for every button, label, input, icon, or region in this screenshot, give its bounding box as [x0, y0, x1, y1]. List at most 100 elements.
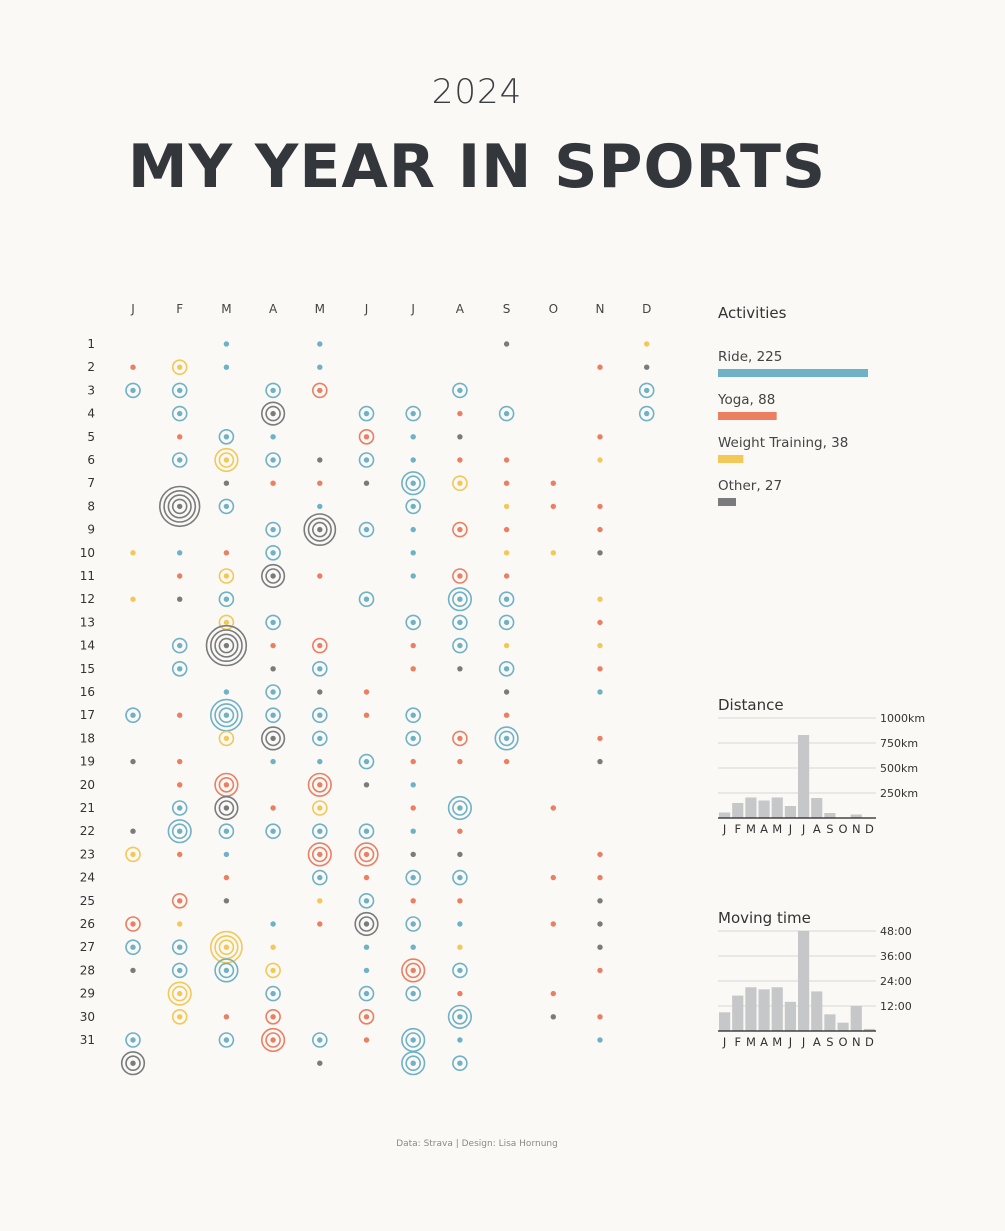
activity-ring	[214, 958, 239, 983]
activity-dot	[503, 596, 510, 602]
activity-dot	[317, 898, 323, 904]
moving-time-tick-label: 48:00	[880, 925, 912, 938]
distance-month-label: S	[826, 822, 833, 836]
activity-ring	[358, 846, 375, 863]
activity-dot	[363, 1014, 370, 1020]
distance-tick-label: 1000km	[880, 712, 925, 725]
activity-dot	[597, 596, 603, 602]
day-label: 21	[80, 801, 95, 815]
activity-dot	[410, 666, 416, 672]
activity-ring	[311, 823, 328, 840]
activity-dot	[130, 921, 136, 927]
activity-bar	[718, 369, 868, 377]
activity-dot	[130, 967, 136, 974]
activity-ring	[218, 800, 235, 816]
activity-dot	[223, 874, 230, 881]
activity-dot	[317, 712, 323, 718]
activity-dot	[550, 480, 556, 486]
activity-dot	[270, 990, 276, 997]
distance-month-label: M	[746, 822, 756, 836]
distance-month-label: O	[839, 822, 848, 836]
activity-dot	[363, 874, 370, 881]
activity-ring	[265, 707, 281, 724]
activity-dot	[410, 550, 416, 556]
activity-dot	[223, 967, 230, 974]
day-label: 9	[87, 523, 95, 537]
activity-ring	[171, 452, 188, 468]
activity-ring	[358, 823, 375, 840]
activity-ring	[311, 776, 328, 793]
distance-bar	[811, 798, 823, 818]
activity-dot	[130, 758, 136, 765]
moving-time-bar	[837, 1022, 849, 1031]
activity-dot	[597, 434, 603, 440]
activity-dot	[457, 526, 463, 533]
distance-bar	[850, 814, 862, 818]
activity-ring	[265, 730, 281, 747]
activity-dot	[130, 1037, 136, 1043]
activity-dot	[503, 410, 510, 417]
activity-ring	[401, 1051, 426, 1076]
activity-dot	[130, 364, 136, 370]
activity-ring	[498, 614, 515, 631]
activity-ring	[125, 382, 141, 399]
distance-title: Distance	[718, 696, 784, 714]
activity-dot	[503, 666, 510, 672]
activity-dot	[597, 503, 603, 510]
activity-ring	[452, 1008, 468, 1025]
activity-dot	[457, 410, 463, 417]
moving-time-month-label: J	[722, 1035, 726, 1049]
activity-ring	[218, 962, 235, 979]
activity-ring	[401, 471, 426, 496]
day-label: 30	[80, 1010, 95, 1024]
activity-dot	[177, 434, 183, 440]
activity-ring	[218, 823, 235, 840]
activity-dot	[457, 573, 463, 579]
activity-ring	[171, 405, 188, 422]
activity-dot	[177, 805, 183, 811]
activity-ring	[171, 498, 188, 515]
activity-ring	[214, 447, 239, 473]
activity-dot	[270, 828, 276, 834]
activity-dot	[223, 1014, 230, 1020]
day-label: 15	[80, 662, 95, 676]
activity-dot	[130, 1060, 136, 1066]
activity-dot	[317, 828, 323, 834]
activity-dot	[597, 967, 603, 974]
activity-ring	[167, 494, 192, 519]
activity-ring	[311, 382, 328, 399]
activity-dot	[410, 1037, 416, 1043]
day-label: 4	[87, 407, 95, 421]
moving-time-month-label: D	[865, 1035, 874, 1049]
activity-ring	[261, 726, 286, 751]
activity-dot	[457, 990, 463, 997]
activity-ring	[205, 624, 248, 667]
activity-ring	[358, 452, 375, 468]
activity-dot	[177, 782, 183, 788]
distance-bar	[771, 797, 783, 818]
moving-time-bar	[811, 991, 823, 1031]
activity-ring	[218, 428, 235, 445]
activity-dot	[223, 503, 230, 510]
activity-dot	[597, 1037, 603, 1043]
activity-dot	[550, 921, 556, 927]
day-label: 3	[87, 383, 95, 397]
activity-label: Other, 27	[718, 478, 782, 494]
month-label: J	[410, 302, 415, 316]
activity-dot	[644, 410, 650, 417]
activity-dot	[177, 898, 183, 904]
activity-dot	[410, 874, 416, 881]
activity-dot	[270, 712, 276, 718]
activity-ring	[358, 591, 375, 608]
activity-ring	[494, 726, 519, 751]
activity-ring	[358, 916, 375, 932]
activity-dot	[363, 434, 370, 440]
activity-dot	[363, 851, 370, 858]
activity-ring	[307, 517, 332, 542]
activity-ring	[265, 1032, 281, 1048]
activity-ring	[311, 846, 328, 863]
moving-time-title: Moving time	[718, 909, 811, 927]
day-label: 7	[87, 476, 95, 490]
activity-dot	[597, 898, 603, 904]
activity-dot	[223, 689, 230, 695]
